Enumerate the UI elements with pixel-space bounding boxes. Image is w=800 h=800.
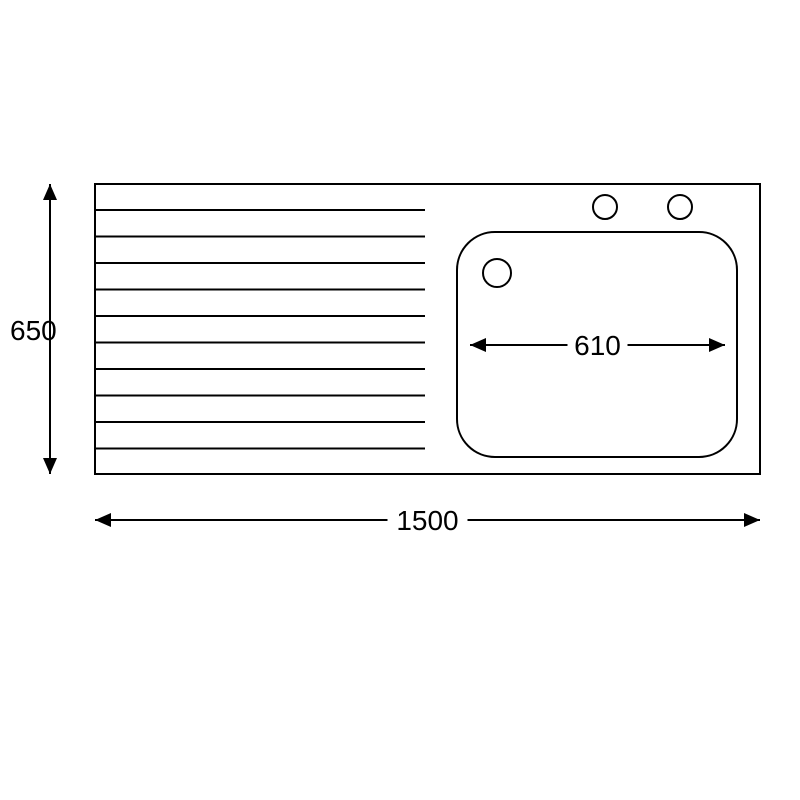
drainer-grooves — [95, 210, 425, 449]
worktop-outline — [95, 184, 760, 474]
sink-technical-drawing: 650 610 1500 — [0, 0, 800, 800]
height-label: 650 — [10, 315, 57, 346]
tap-holes — [593, 195, 692, 219]
diagram-svg: 650 610 1500 — [0, 0, 800, 800]
drain-hole — [483, 259, 511, 287]
basin-width-label: 610 — [574, 330, 621, 361]
width-label: 1500 — [396, 505, 458, 536]
